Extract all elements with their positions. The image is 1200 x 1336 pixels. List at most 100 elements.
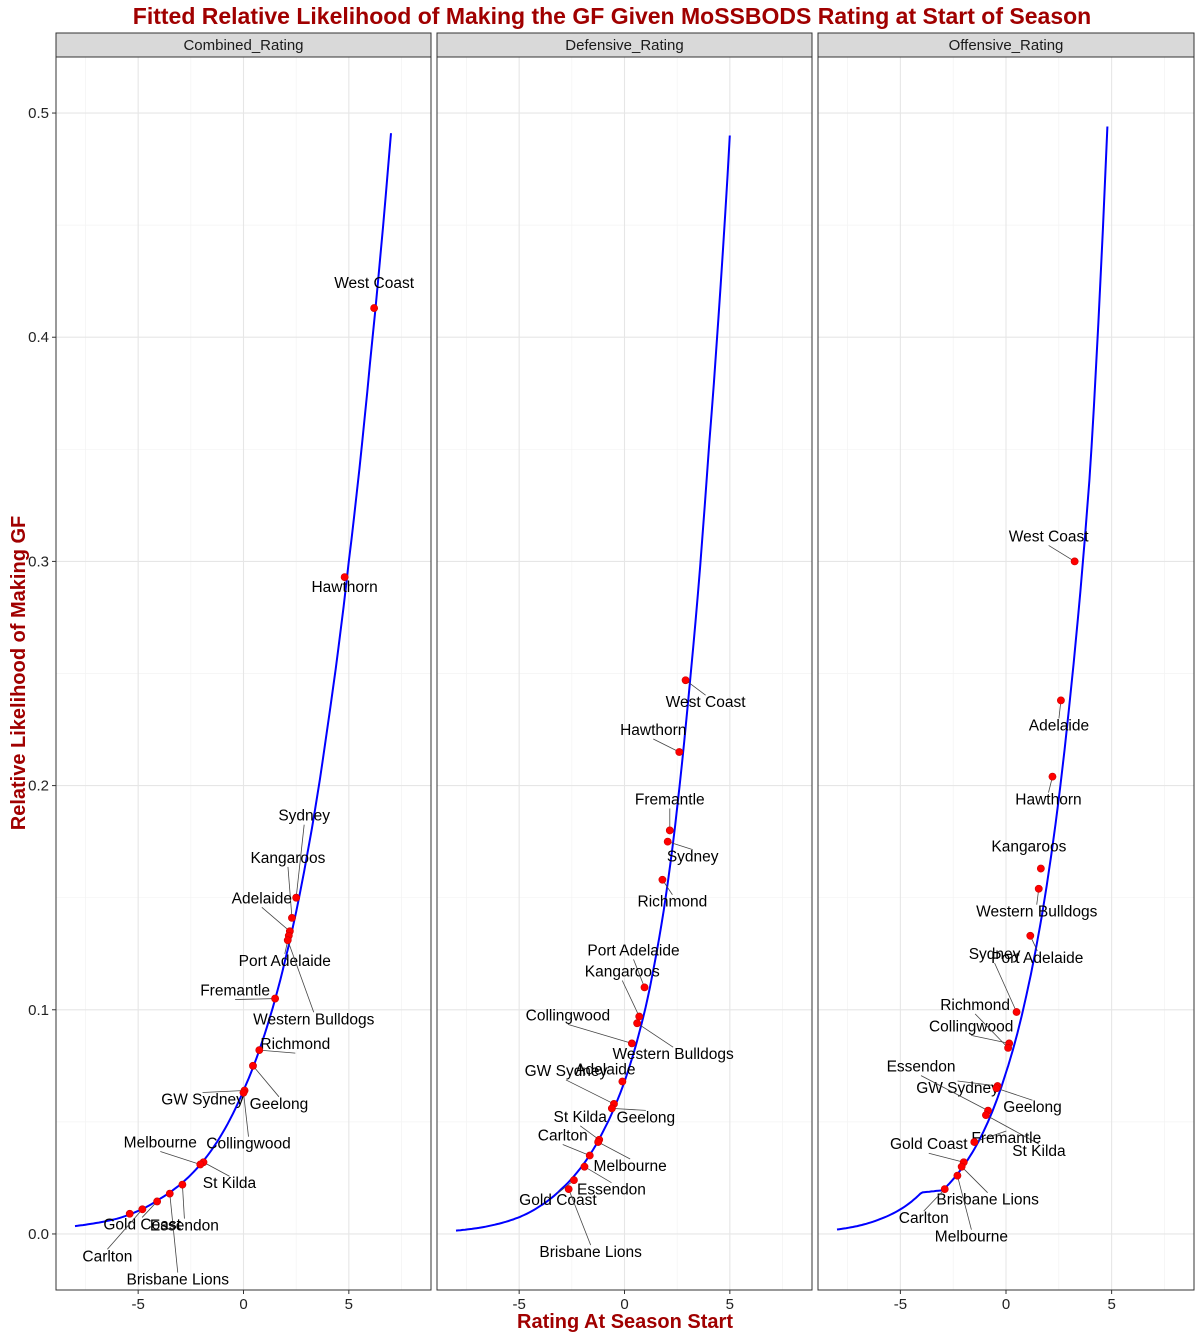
label-leader-line — [568, 1188, 592, 1246]
x-tick-label: 5 — [726, 1296, 734, 1313]
facet-strip — [436, 32, 813, 58]
x-tick-label: 0 — [620, 1296, 628, 1313]
team-label: Kangaroos — [991, 839, 1066, 856]
y-axis: 0.0 0.1 0.2 0.3 0.4 0.5 — [28, 105, 56, 1243]
team-point — [1004, 1043, 1013, 1052]
team-point — [1012, 1008, 1021, 1016]
team-label: Essendon — [887, 1059, 956, 1076]
team-label: Richmond — [940, 997, 1010, 1014]
team-point — [618, 1077, 627, 1086]
facet-panels: Combined_Rating -5 0 5 West Coast Hawthorn Syd… — [55, 32, 1195, 1313]
y-tick-label: 0.3 — [28, 553, 49, 570]
label-leader-line — [252, 1065, 280, 1098]
label-leader-line — [243, 1092, 249, 1137]
team-point — [957, 1162, 966, 1171]
team-point — [640, 983, 649, 992]
label-leader-line — [565, 1079, 615, 1105]
team-point — [255, 1046, 264, 1055]
label-leader-line — [579, 1125, 600, 1141]
label-leader-line — [611, 1108, 646, 1111]
team-label: Gold Coast — [519, 1192, 597, 1209]
label-leader-line — [633, 959, 645, 988]
team-label: Carlton — [82, 1248, 132, 1265]
team-label: Geelong — [1003, 1099, 1062, 1116]
team-label: Western Bulldogs — [976, 904, 1097, 921]
team-label: Essendon — [150, 1218, 219, 1235]
label-leader-line — [985, 1114, 1040, 1145]
team-point — [1070, 557, 1079, 566]
label-leader-line — [974, 1013, 1009, 1049]
team-point — [570, 1176, 578, 1185]
team-point — [125, 1209, 134, 1218]
team-label: Kangaroos — [250, 850, 325, 867]
team-label: Richmond — [638, 894, 708, 911]
facet-strip-label: Offensive_Rating — [949, 37, 1064, 54]
label-leader-line — [259, 1049, 296, 1054]
label-leader-line — [923, 1188, 946, 1212]
team-label: GW Sydney — [161, 1091, 244, 1108]
label-leader-line — [974, 1130, 1007, 1143]
team-label: West Coast — [666, 694, 747, 711]
label-leader-line — [107, 1209, 143, 1250]
team-label: Fremantle — [971, 1130, 1041, 1147]
team-label: Melbourne — [935, 1229, 1008, 1246]
label-leader-line — [584, 1166, 612, 1184]
team-point — [594, 1138, 603, 1146]
label-leader-line — [920, 1075, 989, 1112]
label-leader-line — [202, 1090, 245, 1093]
team-label: Collingwood — [206, 1136, 290, 1153]
team-point — [340, 573, 349, 582]
team-point — [564, 1185, 573, 1194]
label-leader-line — [261, 907, 291, 932]
team-label: West Coast — [1009, 528, 1090, 545]
fitted-curve — [455, 135, 731, 1232]
team-point — [953, 1171, 962, 1180]
team-point — [658, 875, 667, 884]
team-point — [585, 1151, 594, 1160]
x-tick-label: -5 — [512, 1296, 525, 1313]
facet-strip — [55, 32, 432, 58]
label-leader-line — [621, 980, 640, 1017]
y-axis-title: Relative Likelihood of Making GF — [8, 516, 30, 830]
team-point — [607, 1104, 616, 1113]
team-label: Western Bulldogs — [613, 1046, 734, 1063]
label-leader-line — [567, 1024, 632, 1044]
team-label: Carlton — [538, 1127, 588, 1144]
facet-strip-label: Combined_Rating — [183, 37, 303, 54]
label-leader-line — [287, 866, 293, 918]
x-tick-label: 0 — [239, 1296, 247, 1313]
team-label: Fremantle — [635, 791, 705, 808]
team-point — [1048, 772, 1057, 781]
team-point — [292, 893, 301, 902]
team-point — [370, 304, 379, 312]
panel-offensive-rating: Offensive_Rating -5 0 5 West Coast Adelaide Ha… — [817, 32, 1195, 1313]
label-leader-line — [636, 1022, 674, 1048]
label-leader-line — [160, 1151, 201, 1165]
team-point — [1057, 696, 1065, 705]
x-axis-title: Rating At Season Start — [517, 1311, 733, 1333]
team-label: Hawthorn — [620, 722, 686, 739]
team-point — [249, 1061, 257, 1070]
x-tick-label: -5 — [131, 1296, 144, 1313]
team-label: Brisbane Lions — [936, 1192, 1039, 1209]
team-point — [970, 1138, 979, 1146]
team-point — [663, 837, 672, 846]
team-label: Sydney — [278, 808, 330, 825]
team-point — [982, 1111, 990, 1120]
y-tick-label: 0.5 — [28, 105, 49, 122]
team-point — [196, 1160, 205, 1169]
label-leader-line — [597, 1141, 631, 1160]
label-leader-line — [961, 1166, 988, 1193]
team-label: GW Sydney — [525, 1063, 608, 1080]
y-tick-label: 0.1 — [28, 1002, 49, 1019]
label-leader-line — [562, 1144, 590, 1156]
label-leader-line — [1048, 545, 1075, 562]
label-leader-line — [928, 1152, 964, 1163]
team-point — [1036, 864, 1045, 873]
label-leader-line — [957, 1175, 972, 1230]
team-point — [1034, 884, 1043, 893]
label-leader-line — [287, 940, 315, 1013]
y-tick-label: 0.2 — [28, 778, 49, 795]
team-label: Kangaroos — [585, 963, 660, 980]
